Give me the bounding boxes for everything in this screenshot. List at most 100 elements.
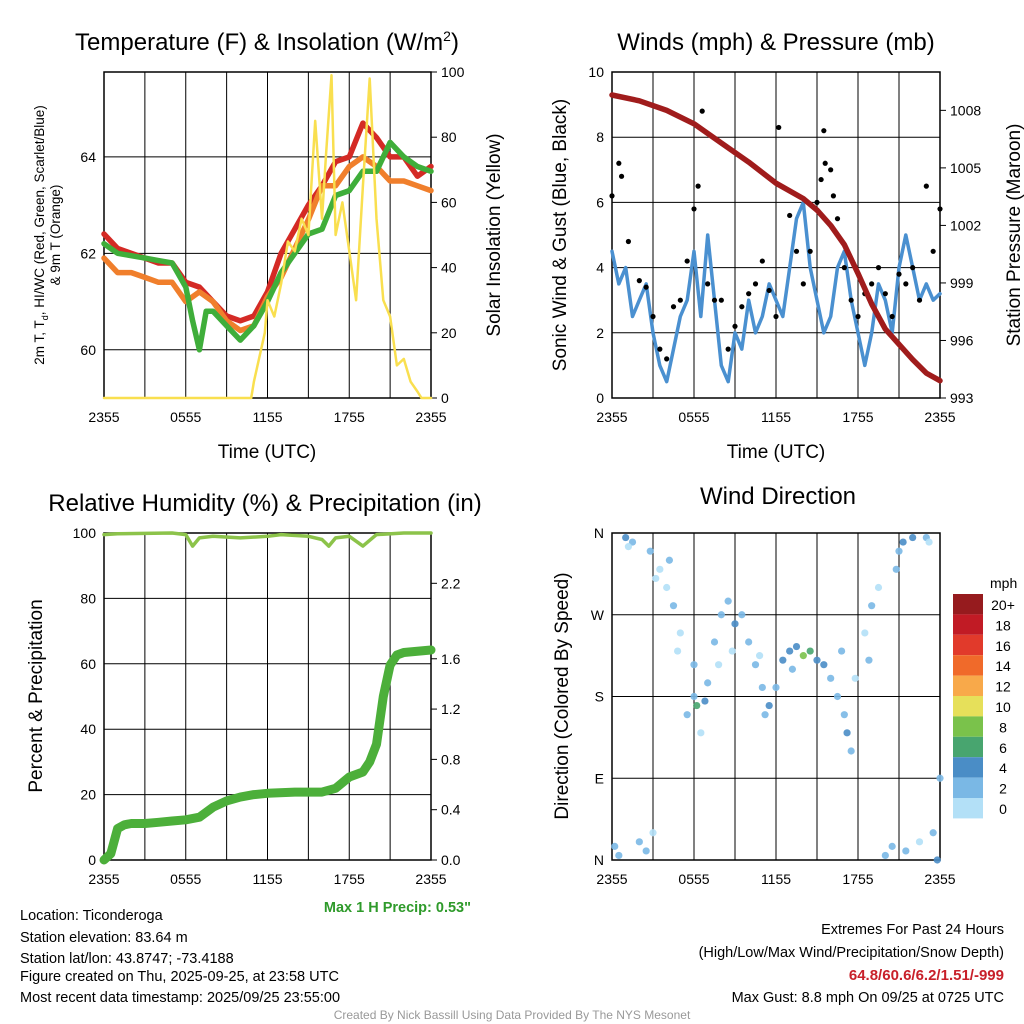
gust-point bbox=[766, 287, 772, 294]
gust-point bbox=[705, 281, 711, 287]
gust-point bbox=[882, 291, 888, 297]
x-tick-label: 1155 bbox=[761, 871, 791, 887]
wind-direction-panel: Wind Direction N E S W N 2355 0555 1155 1755 2355… bbox=[552, 483, 1017, 887]
gust-point bbox=[776, 124, 782, 131]
x-tick-label: 1155 bbox=[252, 871, 282, 887]
y-tick-label: 40 bbox=[80, 721, 96, 737]
wind-direction-point bbox=[683, 711, 691, 719]
max-gust-text: Max Gust: 8.8 mph On 09/25 at 0725 UTC bbox=[732, 990, 1004, 1006]
x-tick-label: 0555 bbox=[170, 409, 201, 425]
wind-direction-point bbox=[652, 574, 660, 583]
gust-point bbox=[793, 248, 800, 254]
legend-swatch bbox=[953, 716, 983, 737]
y-tick-label: 80 bbox=[80, 590, 96, 606]
legend-label: 0 bbox=[999, 801, 1007, 817]
wind-direction-point bbox=[646, 547, 654, 555]
gust-point bbox=[903, 281, 909, 287]
y-tick-label: 10 bbox=[588, 64, 604, 80]
gust-point bbox=[800, 281, 806, 287]
wind-direction-point bbox=[704, 679, 712, 687]
wind-direction-point bbox=[738, 611, 746, 619]
y-tick-label: 8 bbox=[596, 129, 604, 145]
extremes-values: 64.8/60.6/6.2/1.51/-999 bbox=[849, 967, 1004, 984]
gust-point bbox=[896, 271, 902, 277]
wind-direction-plot: N E S W N 2355 0555 1155 1755 2355 bbox=[591, 525, 956, 887]
wind-direction-point bbox=[792, 642, 801, 651]
gust-point bbox=[618, 173, 625, 179]
gust-point bbox=[695, 183, 701, 189]
y-tick-label: E bbox=[595, 770, 604, 786]
gust-point bbox=[650, 313, 656, 320]
legend-label: 10 bbox=[995, 699, 1011, 715]
humidity-plot: 0 20 40 60 80 100 0.0 0.4 0.8 1.2 1.6 2.2 2355 0555 11… bbox=[73, 525, 461, 887]
recent-data-text: Most recent data timestamp: 2025/09/25 2… bbox=[20, 990, 340, 1006]
winds-panel: Winds (mph) & Pressure (mb) 0 2 4 6 8 10 993 99… bbox=[550, 29, 1024, 463]
wind-direction-point bbox=[899, 538, 907, 546]
legend-label: 6 bbox=[999, 740, 1007, 756]
gust-point bbox=[711, 297, 718, 303]
gust-point bbox=[657, 346, 663, 352]
wind-direction-point bbox=[715, 661, 723, 669]
y2-tick-label: 2.2 bbox=[441, 575, 461, 591]
gust-point bbox=[889, 313, 895, 320]
legend-label: 20+ bbox=[991, 597, 1015, 613]
plot-frame bbox=[611, 532, 941, 861]
x-tick-label: 2355 bbox=[88, 871, 119, 887]
legend-label: 4 bbox=[999, 760, 1007, 776]
gust-point bbox=[937, 206, 943, 212]
gust-point bbox=[869, 281, 875, 287]
y-tick-label: N bbox=[594, 852, 604, 868]
y-tick-label: 20 bbox=[80, 787, 96, 803]
y2-tick-label: 999 bbox=[950, 275, 974, 291]
wind-direction-point bbox=[933, 856, 941, 864]
wind-direction-point bbox=[731, 620, 739, 628]
wind-direction-point bbox=[724, 597, 732, 605]
humidity-panel: Relative Humidity (%) & Precipitation (i… bbox=[26, 490, 482, 916]
y-tick-label: 6 bbox=[596, 194, 604, 210]
sonic-wind-line bbox=[610, 200, 942, 384]
elevation-text: Station elevation: 83.64 m bbox=[20, 930, 188, 946]
wind-direction-point bbox=[656, 565, 664, 573]
wind-direction-point bbox=[786, 647, 794, 655]
temperature-title: Temperature (F) & Insolation (W/m2) bbox=[75, 28, 459, 56]
y-tick-label: 64 bbox=[80, 149, 96, 165]
wind-direction-point bbox=[690, 661, 698, 669]
gust-point bbox=[718, 297, 724, 303]
gust-point bbox=[822, 160, 828, 166]
gust-point bbox=[834, 216, 841, 222]
wind-direction-point bbox=[665, 556, 674, 564]
speed-legend: mph 20+ 18 16 14 12 10 8 6 4 2 0 bbox=[953, 575, 1017, 819]
wind-direction-point bbox=[881, 851, 889, 860]
legend-swatch bbox=[953, 614, 983, 635]
station-pressure-line bbox=[609, 92, 943, 384]
x-tick-label: 1155 bbox=[761, 409, 791, 425]
legend-label: 12 bbox=[995, 679, 1011, 695]
x-tick-label: 2355 bbox=[415, 409, 446, 425]
winds-ylabel: Sonic Wind & Gust (Blue, Black) bbox=[550, 99, 571, 371]
wind-direction-point bbox=[765, 701, 773, 710]
wind-direction-point bbox=[925, 538, 933, 546]
gust-point bbox=[828, 167, 834, 173]
gust-point bbox=[677, 297, 683, 303]
wind-direction-point bbox=[756, 652, 764, 660]
y2-tick-label: 1008 bbox=[950, 102, 981, 118]
y-tick-label: 60 bbox=[80, 342, 96, 358]
wind-direction-point bbox=[674, 647, 682, 655]
wind-direction-point bbox=[622, 533, 630, 542]
temperature-panel: Temperature (F) & Insolation (W/m2) 60 62… bbox=[32, 28, 505, 463]
legend-swatch bbox=[953, 757, 983, 778]
gust-point bbox=[739, 304, 745, 310]
y2-tick-label: 20 bbox=[441, 325, 457, 341]
wind-direction-point bbox=[833, 692, 842, 701]
wind-direction-point bbox=[710, 638, 719, 646]
wind-direction-point bbox=[820, 661, 828, 669]
y2-tick-label: 0.8 bbox=[441, 751, 461, 767]
wind-direction-point bbox=[663, 583, 671, 592]
gust-point bbox=[684, 258, 690, 264]
gust-point bbox=[625, 238, 632, 245]
wind-direction-point bbox=[892, 565, 900, 573]
wind-direction-point bbox=[761, 711, 769, 719]
gust-point bbox=[746, 291, 752, 297]
humidity-ylabel: Percent & Precipitation bbox=[26, 599, 47, 792]
wind-direction-point bbox=[840, 711, 848, 719]
